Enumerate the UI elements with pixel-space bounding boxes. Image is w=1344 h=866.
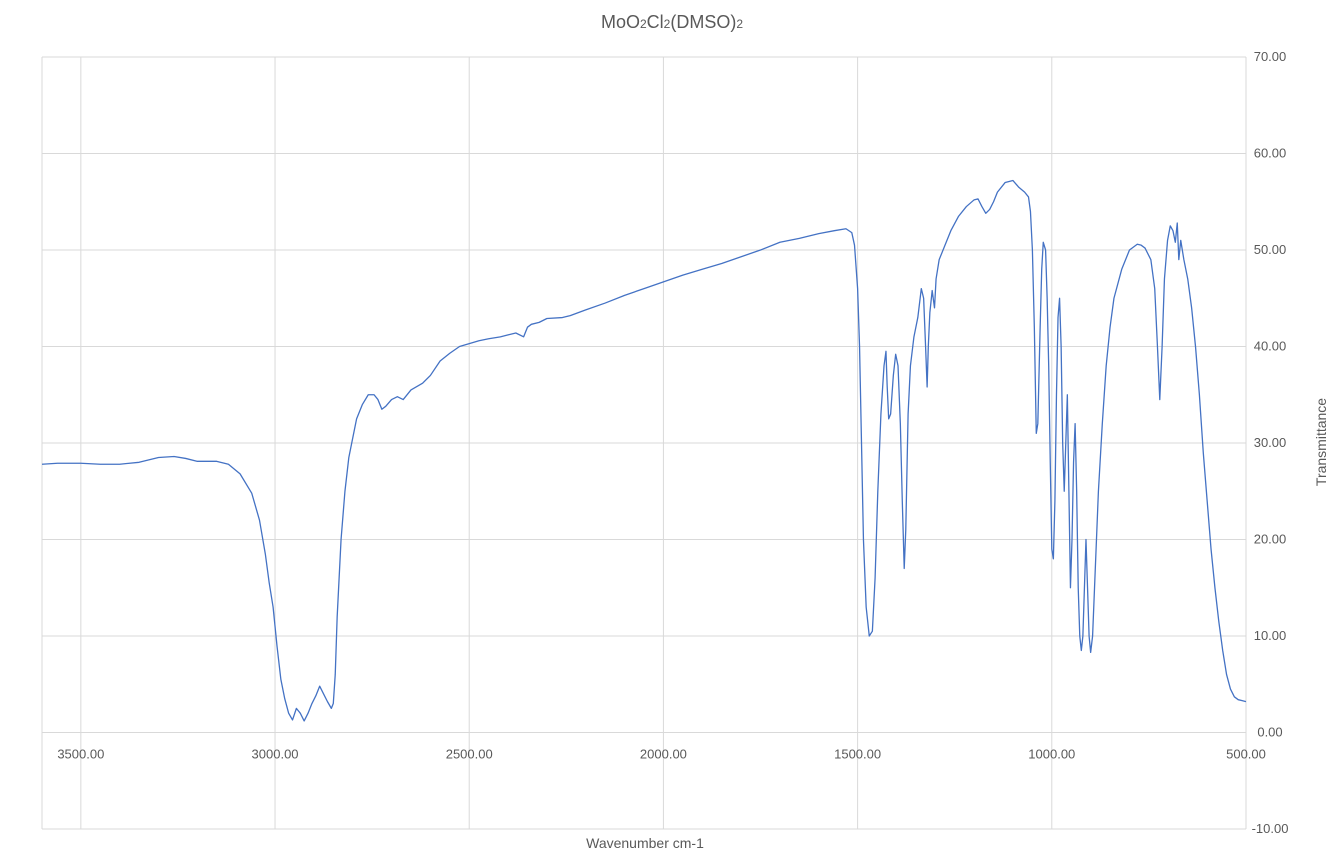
x-axis-ticks: 3500.00 3000.00 2500.00 2000.00 1500.00 1000.… [57, 747, 1266, 762]
chart-title-subscript: 2 [736, 17, 743, 31]
x-tick-label: 2000.00 [640, 747, 687, 762]
chart-title: MoO2Cl2(DMSO)2 [601, 12, 743, 32]
chart-title-part: MoO [601, 12, 640, 32]
series-line [41, 179, 1247, 722]
x-tick-label: 1500.00 [834, 747, 881, 762]
y-tick-label: 10.00 [1254, 628, 1287, 643]
y-tick-label: 30.00 [1254, 435, 1287, 450]
y-tick-label: 20.00 [1254, 532, 1287, 547]
series-layer [41, 179, 1247, 722]
chart-title-part: Cl [647, 12, 664, 32]
chart-title-subscript: 2 [664, 17, 671, 31]
y-tick-label: 0.00 [1257, 725, 1282, 740]
x-tick-label: 3500.00 [57, 747, 104, 762]
x-tick-label: 1000.00 [1028, 747, 1075, 762]
x-axis-title: Wavenumber cm-1 [586, 835, 704, 851]
y-tick-label: 70.00 [1254, 49, 1287, 64]
y-tick-label: 60.00 [1254, 146, 1287, 161]
x-tick-label: 3000.00 [252, 747, 299, 762]
x-tick-label: 2500.00 [446, 747, 493, 762]
chart-title-part: (DMSO) [670, 12, 736, 32]
y-axis-ticks: 70.00 60.00 50.00 40.00 30.00 20.00 10.00 0.00 -… [1252, 49, 1289, 836]
y-tick-label: -10.00 [1252, 821, 1289, 836]
y-axis-title: Transmittance [1313, 398, 1329, 486]
chart-title-subscript: 2 [640, 17, 647, 31]
y-tick-label: 50.00 [1254, 242, 1287, 257]
y-tick-label: 40.00 [1254, 339, 1287, 354]
x-tick-label: 500.00 [1226, 747, 1266, 762]
grid [41, 56, 1247, 830]
